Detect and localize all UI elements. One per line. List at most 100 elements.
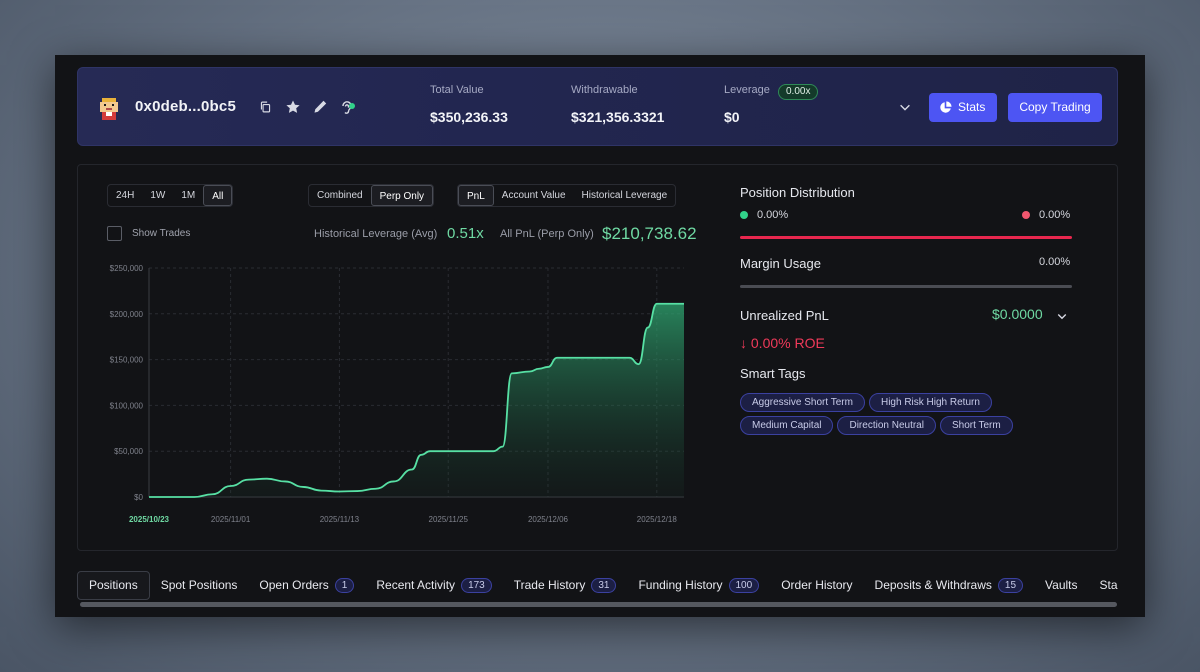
tab-label: Vaults (1045, 577, 1078, 592)
tab-positions[interactable]: Positions (77, 570, 150, 600)
range-selector: 24H 1W 1M All (107, 184, 234, 207)
smart-tag[interactable]: Aggressive Short Term (740, 393, 865, 412)
distribution-bar (740, 236, 1072, 239)
edit-icon[interactable] (312, 99, 328, 115)
avatar (100, 98, 118, 120)
tab-count-badge: 31 (591, 577, 617, 593)
tab-label: Staking (1099, 577, 1119, 592)
smart-tags-list: Aggressive Short Term High Risk High Retu… (740, 393, 1040, 435)
y-tick-label: $200,000 (110, 310, 144, 319)
tab-deposits-withdraws[interactable]: Deposits & Withdraws 15 (864, 571, 1035, 600)
show-trades-label: Show Trades (132, 228, 191, 239)
tab-label: Trade History (513, 577, 586, 592)
stats-button-label: Stats (958, 100, 986, 114)
range-option-1w[interactable]: 1W (150, 190, 166, 201)
tab-order-history[interactable]: Order History (770, 571, 863, 600)
pnl-area (149, 303, 684, 497)
margin-usage-value: 0.00% (1039, 256, 1071, 268)
tab-label: Funding History (638, 577, 723, 592)
tab-funding-history[interactable]: Funding History 100 (627, 571, 770, 600)
tab-label: Recent Activity (376, 577, 456, 592)
metric-option-historical-leverage[interactable]: Historical Leverage (581, 190, 668, 201)
y-tick-label: $100,000 (110, 401, 144, 410)
tab-vaults[interactable]: Vaults (1034, 571, 1088, 600)
y-tick-label: $250,000 (110, 264, 144, 273)
pie-chart-icon (940, 101, 952, 113)
unrealized-pnl-value: $0.0000 (992, 306, 1043, 322)
y-tick-label: $50,000 (114, 447, 143, 456)
mode-selector: Combined Perp Only (308, 184, 435, 207)
online-status-dot (349, 103, 355, 109)
tab-spot-positions[interactable]: Spot Positions (150, 571, 249, 600)
x-tick-label: 2025/11/25 (429, 515, 469, 524)
short-percent: 0.00% (1039, 209, 1071, 221)
range-option-all[interactable]: All (203, 185, 233, 206)
tab-staking[interactable]: Staking (1089, 571, 1119, 600)
range-option-1m[interactable]: 1M (181, 190, 196, 201)
x-tick-label: 2025/12/18 (637, 515, 678, 524)
historical-leverage-value: 0.51x (447, 225, 484, 242)
total-value: $350,236.33 (430, 109, 508, 125)
x-tick-label: 2025/11/13 (320, 515, 360, 524)
tab-recent-activity[interactable]: Recent Activity 173 (365, 571, 502, 600)
chevron-down-icon[interactable] (898, 100, 912, 114)
leverage-badge: 0.00x (778, 84, 819, 100)
y-tick-label: $0 (134, 493, 143, 502)
smart-tag[interactable]: High Risk High Return (868, 393, 992, 412)
pnl-line (149, 302, 684, 498)
metric-option-pnl[interactable]: PnL (458, 185, 494, 206)
short-dot (1022, 211, 1030, 219)
horizontal-scrollbar[interactable] (80, 602, 1117, 607)
total-value-label: Total Value (430, 84, 484, 96)
tab-open-orders[interactable]: Open Orders 1 (248, 571, 365, 600)
withdrawable-value: $321,356.3321 (571, 109, 665, 125)
tab-bar: Positions Spot Positions Open Orders 1 Recen… (77, 570, 1118, 600)
overview-panel: 24H 1W 1M All Combined Perp Only PnL Account … (77, 164, 1118, 551)
wallet-address: 0x0deb...0bc5 (135, 98, 236, 115)
metric-option-account-value[interactable]: Account Value (501, 190, 566, 201)
all-pnl-label: All PnL (Perp Only) (500, 228, 594, 240)
tab-label: Open Orders (259, 577, 329, 592)
range-option-24h[interactable]: 24H (116, 190, 135, 201)
y-tick-label: $150,000 (110, 356, 144, 365)
tab-trade-history[interactable]: Trade History 31 (503, 571, 628, 600)
copy-trading-button[interactable]: Copy Trading (1008, 93, 1102, 122)
star-icon[interactable] (285, 99, 301, 115)
x-tick-label: 2025/12/06 (528, 515, 569, 524)
long-dot (740, 211, 748, 219)
mode-option-combined[interactable]: Combined (317, 190, 363, 201)
historical-leverage-label: Historical Leverage (Avg) (314, 228, 438, 240)
tab-count-badge: 100 (728, 577, 760, 593)
smart-tag[interactable]: Short Term (939, 416, 1013, 435)
position-distribution-title: Position Distribution (740, 185, 855, 200)
all-pnl-value: $210,738.62 (602, 224, 697, 243)
ear-icon[interactable] (338, 99, 354, 115)
app-window: 0x0deb...0bc5 Total Value $350,236.33 Wi… (55, 55, 1145, 617)
tab-count-badge: 15 (997, 577, 1024, 593)
tab-label: Deposits & Withdraws (874, 577, 992, 592)
smart-tag[interactable]: Direction Neutral (837, 416, 936, 435)
withdrawable-label: Withdrawable (571, 84, 638, 96)
chevron-down-icon[interactable] (1056, 310, 1068, 322)
wallet-header: 0x0deb...0bc5 Total Value $350,236.33 Wi… (77, 67, 1118, 146)
margin-usage-title: Margin Usage (740, 256, 821, 271)
x-tick-label: 2025/10/23 (129, 515, 170, 524)
copy-icon[interactable] (259, 99, 272, 115)
smart-tag[interactable]: Medium Capital (740, 416, 834, 435)
tab-label: Order History (781, 577, 853, 592)
tab-label: Spot Positions (160, 577, 238, 592)
show-trades-checkbox[interactable] (107, 226, 122, 241)
mode-option-perp-only[interactable]: Perp Only (370, 185, 434, 206)
tab-label: Positions (89, 577, 138, 592)
leverage-value: $0 (724, 109, 740, 125)
tab-count-badge: 1 (334, 577, 355, 593)
tab-count-badge: 173 (461, 577, 492, 593)
x-tick-label: 2025/11/01 (211, 515, 251, 524)
metric-selector: PnL Account Value Historical Leverage (457, 184, 677, 207)
margin-usage-bar (740, 285, 1072, 288)
pnl-chart[interactable]: $250,000 $200,000 $150,000 $100,000 $50,000 $… (100, 256, 690, 526)
long-percent: 0.00% (757, 209, 789, 221)
leverage-label: Leverage (724, 84, 770, 96)
roe-value: ↓ 0.00% ROE (740, 335, 825, 351)
stats-button[interactable]: Stats (929, 93, 997, 122)
